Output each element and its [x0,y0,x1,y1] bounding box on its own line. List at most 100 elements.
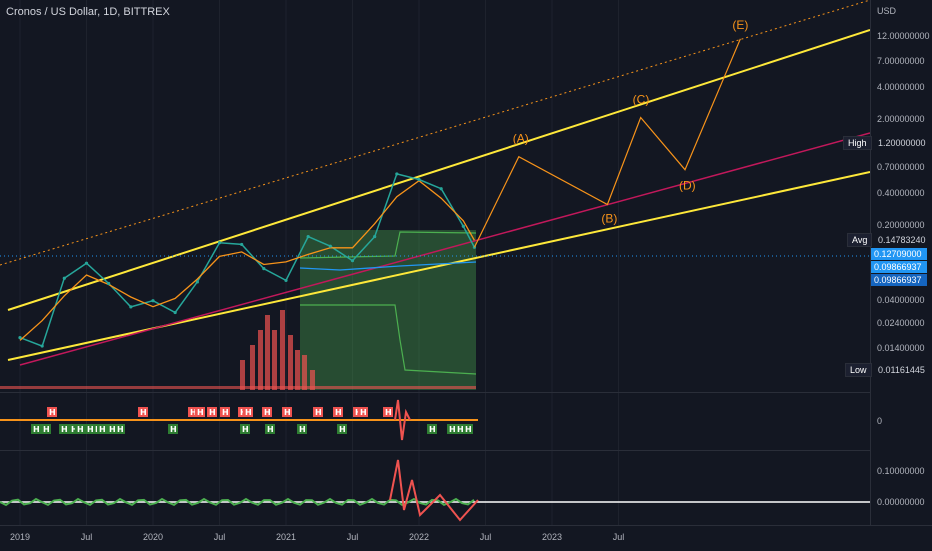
flag-green [168,424,178,434]
price-point [18,336,22,340]
flag-green [107,424,117,434]
price-point [129,305,133,309]
flag-red-letter: H [49,408,56,417]
price-point [373,234,377,239]
wave-label-3: (D) [679,179,696,193]
flag-green-letter: H [61,425,68,434]
flag-green-letter: H [43,425,50,434]
flag-red [282,407,292,417]
avg-tag: Avg [847,233,873,247]
flag-red-letter: H [140,408,147,417]
high-label: High [848,138,867,148]
oscillator-2-tick-top: 0.10000000 [877,466,925,476]
flag-green [463,424,473,434]
flag-red-letter: H [335,408,342,417]
flag-green [85,424,95,434]
wave-label-2: (C) [633,92,650,106]
moving-average-line [19,179,475,341]
channel-upper-line [7,29,870,311]
price-point [195,280,199,284]
flag-green [115,424,125,434]
flag-green-letter: H [339,425,346,434]
time-tick: Jul [80,532,93,542]
flag-red-letter: H [190,408,197,417]
flag-green-letter: H [267,425,274,434]
flag-green [427,424,437,434]
volume-bar [280,310,285,390]
price-point [240,242,244,247]
volume-bar [310,370,315,390]
flag-green [75,424,85,434]
volume-bars [0,310,476,390]
price-point [461,224,465,228]
wave-label-1: (B) [601,212,617,226]
flag-red-letter: H [245,408,252,417]
flag-red [262,407,272,417]
avg-label: Avg [852,235,868,245]
price-tick: 0.01400000 [877,343,925,354]
volume-bar [258,330,263,390]
oscillator-1-spike [394,399,411,441]
flag-red [313,407,323,417]
last-price-tag: 0.12709000 [871,248,927,260]
low-tag: Low [845,363,872,377]
volume-bar [302,355,307,390]
wave-label-0: (A) [513,132,529,146]
time-tick: Jul [213,532,226,542]
flag-red-letter: H [385,408,392,417]
price-point [306,234,310,239]
volume-profile-area [300,230,476,390]
indicator-value-1: 0.09866937 [871,261,927,273]
symbol-title[interactable]: Cronos / US Dollar, 1D, BITTREX [6,6,170,18]
time-axis[interactable]: 2019 Jul 2020 Jul 2021 Jul 2022 Jul 2023 Jul [0,525,932,551]
time-tick: Jul [346,532,359,542]
price-tick: 0.02400000 [877,318,925,329]
oscillator-2-tick-zero: 0.00000000 [877,497,925,507]
oscillator-2-spike [389,459,479,522]
price-tick: 4.00000000 [877,81,925,92]
volume-bar [295,350,300,390]
price-point [40,344,44,348]
time-tick: Jul [612,532,625,542]
pane-separator-2[interactable] [0,450,870,451]
flag-green-letter: H [109,425,116,434]
volume-profile [299,230,477,390]
flag-green-letter: H [465,425,472,434]
flag-green-letter: H [299,425,306,434]
price-point [284,278,288,283]
flag-green [41,424,51,434]
price-tick: 0.20000000 [877,220,925,231]
price-chart[interactable]: (A)(B)(C)(D)(E)H H H H H H H H H H H H HH H H H H H H H H H H H… [0,0,870,525]
flag-green-letter: H [449,425,456,434]
price-point [417,177,421,182]
time-tick: 2019 [9,532,31,542]
flag-green-letter: H [33,425,40,434]
flag-red [138,407,148,417]
volume-bar [240,360,245,390]
price-point [62,276,66,280]
price-axis[interactable]: USD 12.00000000 7.00000000 4.00000000 2.000… [843,0,932,525]
price-tick: 2.00000000 [877,113,925,124]
flag-red [383,407,393,417]
flag-green-letter: H [117,425,124,434]
price-point [350,259,355,263]
oscillator-2-line [0,497,475,507]
price-tick: 0.40000000 [877,188,925,199]
flag-green [59,424,69,434]
flag-green-letter: H [429,425,436,434]
flag-green [265,424,275,434]
flag-green [97,424,107,434]
time-tick: 2021 [275,532,297,542]
projection-path [473,38,741,248]
flag-green [455,424,465,434]
volume-bar [288,335,293,390]
price-point [107,281,111,286]
flag-red [207,407,217,417]
price-point [262,267,266,271]
volume-baseline [0,386,476,389]
time-tick: 2020 [142,532,164,542]
pane-separator-1[interactable] [0,392,870,393]
flag-red-letter: H [209,408,216,417]
flag-red [243,407,253,417]
avg-value: 0.14783240 [875,234,929,246]
